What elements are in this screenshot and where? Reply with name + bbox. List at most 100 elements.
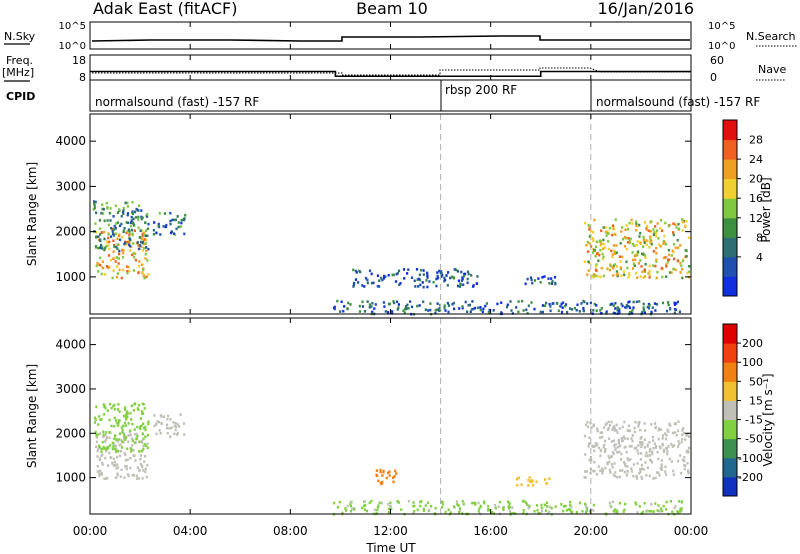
data-cell: [336, 299, 339, 303]
colorbar-frame: [722, 323, 738, 497]
data-cell: [145, 246, 148, 249]
data-cell: [429, 302, 432, 305]
data-cell: [620, 274, 623, 277]
data-cell: [686, 462, 689, 465]
data-cell: [471, 501, 474, 505]
data-cell: [105, 436, 109, 439]
data-cell: [604, 439, 607, 443]
data-cell: [111, 227, 114, 231]
data-cell: [379, 470, 382, 474]
data-cell: [108, 247, 111, 251]
data-cell: [110, 226, 113, 230]
data-cell: [146, 446, 149, 450]
data-cell: [123, 452, 126, 455]
data-cell: [136, 435, 139, 438]
data-cell: [349, 504, 353, 508]
data-cell: [354, 278, 358, 281]
colorbar-tick-label: 100: [742, 356, 763, 369]
data-cell: [106, 448, 109, 451]
noise-left-tick-bottom: 10^0: [59, 41, 86, 52]
data-cell: [338, 500, 341, 504]
data-cell: [344, 509, 348, 512]
data-cell: [371, 310, 374, 314]
data-cell: [644, 262, 647, 266]
data-cell: [624, 228, 627, 232]
data-cell: [426, 276, 429, 279]
data-cell: [127, 440, 130, 443]
data-cell: [628, 241, 631, 244]
data-cell: [476, 275, 479, 278]
data-cell: [677, 420, 680, 423]
data-cell: [343, 305, 346, 308]
data-cell: [678, 500, 681, 503]
data-cell: [381, 480, 384, 484]
data-cell: [143, 443, 146, 446]
data-cell: [152, 228, 155, 232]
data-cell: [100, 450, 103, 454]
data-cell: [141, 232, 144, 236]
data-cell: [376, 508, 379, 512]
data-cell: [526, 277, 529, 281]
data-cell: [599, 448, 603, 452]
data-cell: [641, 510, 644, 514]
data-cell: [426, 274, 429, 277]
data-cell: [641, 441, 644, 444]
data-cell: [100, 447, 103, 451]
data-cell: [550, 282, 554, 285]
data-cell: [568, 508, 572, 511]
data-cell: [436, 308, 439, 311]
data-cell: [626, 227, 630, 231]
data-cell: [440, 272, 443, 276]
data-cell: [648, 245, 651, 249]
data-cell: [645, 243, 648, 246]
data-cell: [385, 476, 388, 480]
data-cell: [665, 275, 668, 278]
data-cell: [622, 270, 625, 273]
data-cell: [681, 458, 685, 462]
data-cell: [660, 218, 663, 222]
data-cell: [628, 221, 631, 225]
data-cell: [113, 224, 116, 228]
data-cell: [138, 264, 141, 268]
data-cell: [593, 460, 596, 464]
data-cell: [587, 223, 590, 227]
data-cell: [671, 431, 675, 435]
data-cell: [459, 283, 462, 286]
data-cell: [128, 233, 131, 237]
data-cell: [141, 432, 144, 435]
data-cell: [122, 206, 125, 210]
data-cell: [654, 225, 657, 228]
data-cell: [110, 235, 113, 238]
data-cell: [363, 500, 366, 503]
data-cell: [122, 432, 126, 435]
data-cell: [640, 463, 643, 467]
data-cell: [118, 454, 122, 458]
data-cell: [168, 427, 171, 430]
data-cell: [131, 439, 134, 442]
data-cell: [655, 232, 658, 235]
data-cell: [602, 226, 605, 229]
data-cell: [619, 469, 622, 472]
data-cell: [461, 276, 464, 279]
data-cell: [388, 507, 391, 511]
data-cell: [614, 443, 617, 446]
data-cell: [508, 501, 511, 505]
freq-label: Freq.: [6, 54, 33, 67]
data-cell: [109, 219, 112, 222]
data-cell: [633, 264, 636, 267]
data-cell: [611, 255, 614, 259]
data-cell: [520, 483, 523, 486]
data-cell: [597, 446, 601, 450]
data-cell: [652, 510, 655, 513]
data-cell: [108, 451, 111, 455]
data-cell: [668, 423, 671, 426]
data-cell: [633, 244, 636, 247]
data-cell: [134, 459, 137, 462]
site-title: Adak East (fitACF): [93, 0, 237, 18]
data-cell: [162, 225, 165, 228]
data-cell: [636, 477, 639, 480]
data-cell: [132, 449, 135, 452]
data-cell: [665, 447, 668, 450]
data-cell: [103, 219, 106, 223]
data-cell: [133, 224, 136, 227]
